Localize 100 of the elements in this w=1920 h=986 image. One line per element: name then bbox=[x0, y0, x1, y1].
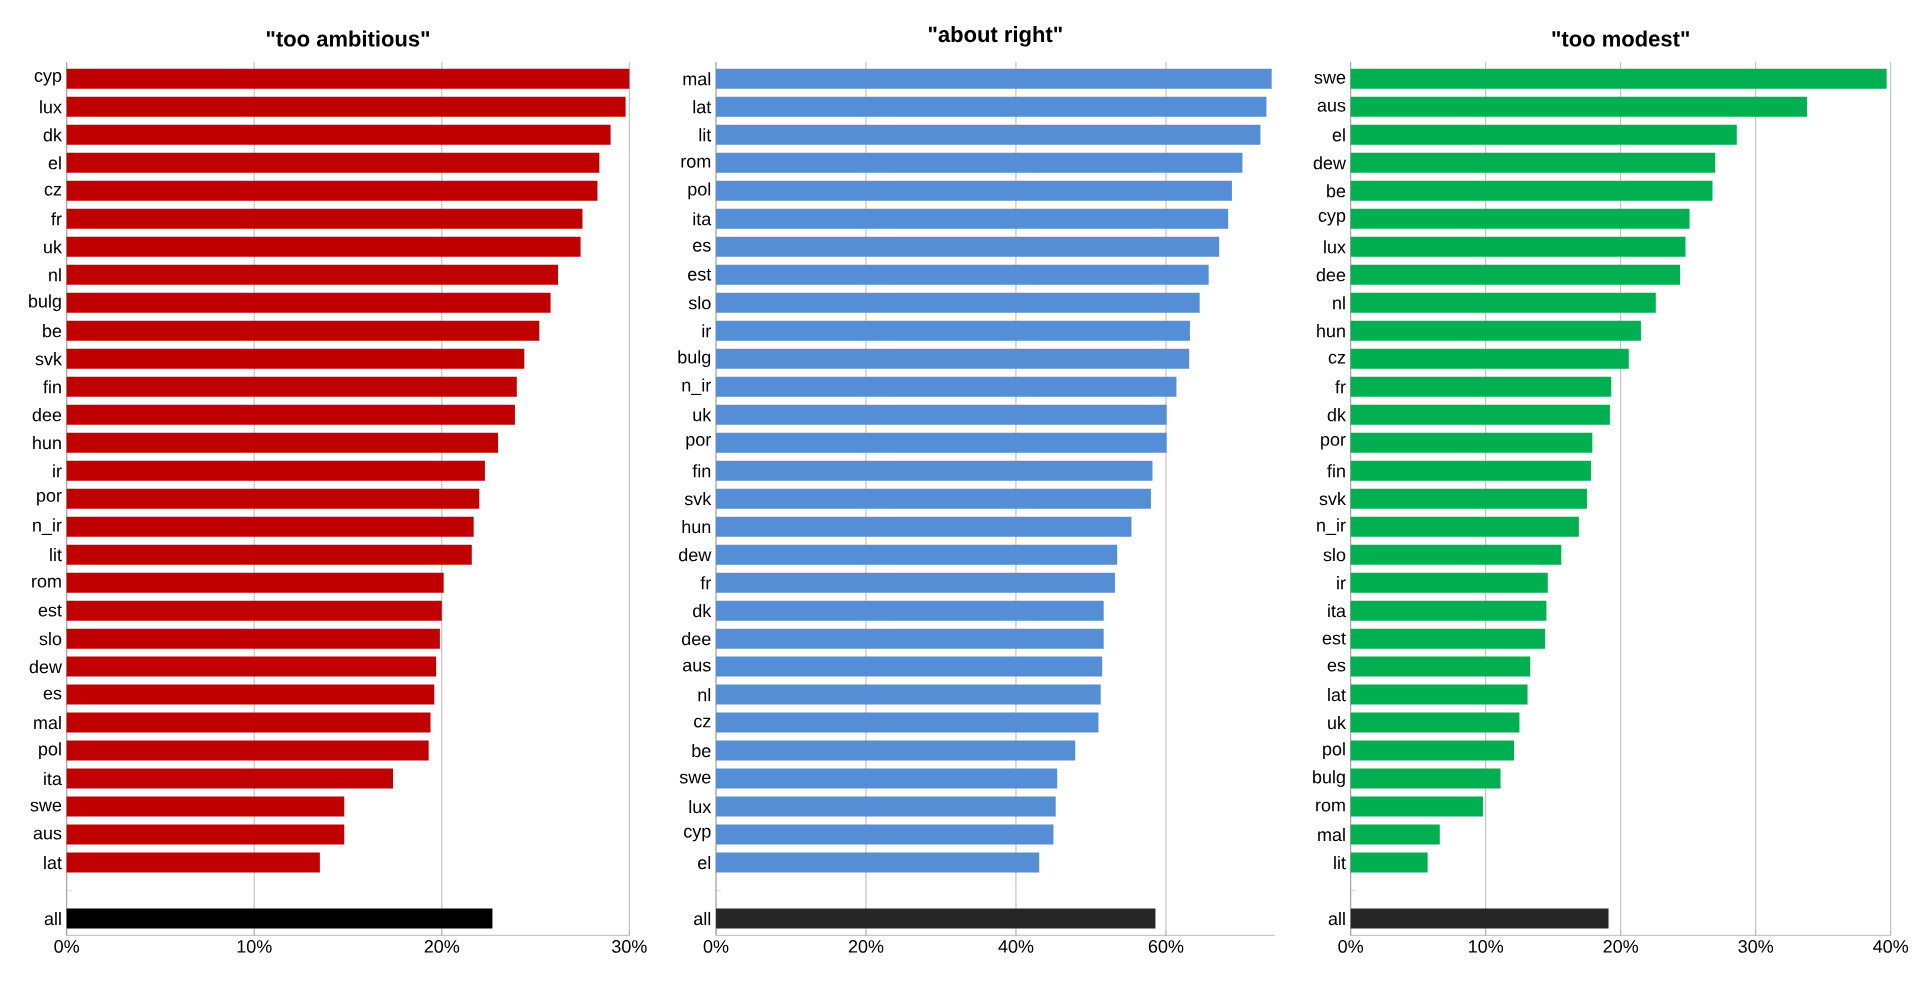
bar bbox=[1350, 628, 1546, 649]
bar bbox=[66, 712, 431, 733]
y-tick-label: all bbox=[1328, 911, 1345, 926]
x-tick-label: 30% bbox=[1738, 940, 1774, 953]
bar bbox=[66, 236, 581, 257]
y-tick-label: mal bbox=[683, 72, 711, 86]
bar bbox=[66, 292, 551, 313]
y-tick-label: bulg bbox=[678, 350, 711, 368]
y-tick-label: rom bbox=[1316, 801, 1345, 812]
y-tick-label: nl bbox=[698, 688, 711, 702]
bar bbox=[66, 124, 611, 145]
y-tick-label: ir bbox=[1337, 576, 1346, 590]
x-tick-label: 60% bbox=[1148, 940, 1184, 953]
y-tick-label: ir bbox=[53, 464, 62, 478]
bar bbox=[1350, 908, 1609, 929]
bar bbox=[66, 460, 485, 481]
y-tick-label: swe bbox=[679, 773, 711, 784]
bar bbox=[716, 124, 1261, 145]
bar bbox=[66, 68, 630, 89]
y-tick-label: cz bbox=[44, 185, 62, 196]
bar bbox=[66, 852, 320, 873]
bar bbox=[66, 152, 600, 173]
bar bbox=[1350, 264, 1681, 285]
bar bbox=[66, 376, 517, 397]
y-tick-label: slo bbox=[39, 632, 62, 646]
y-tick-label: es bbox=[43, 689, 62, 700]
bar bbox=[1350, 68, 1887, 89]
y-tick-label: lit bbox=[50, 548, 62, 562]
y-tick-label: ita bbox=[44, 771, 62, 786]
y-tick-label: bulg bbox=[1313, 770, 1345, 787]
y-tick-label: dk bbox=[1327, 408, 1346, 422]
y-tick-label: rom bbox=[681, 157, 711, 168]
bar bbox=[66, 908, 493, 929]
y-tick-label: est bbox=[1322, 632, 1346, 645]
bar bbox=[716, 656, 1103, 677]
bar bbox=[716, 600, 1104, 621]
bar bbox=[716, 628, 1104, 649]
y-tick-label: pol bbox=[688, 182, 711, 200]
y-tick-label: svk bbox=[1319, 492, 1347, 506]
y-tick-label: be bbox=[43, 324, 62, 338]
bar bbox=[716, 208, 1229, 229]
bar bbox=[1350, 656, 1531, 677]
y-tick-label: slo bbox=[688, 296, 711, 310]
bar bbox=[1350, 488, 1587, 509]
y-tick-label: fr bbox=[700, 576, 711, 590]
bar bbox=[66, 320, 540, 341]
y-tick-label: cyp bbox=[34, 72, 62, 86]
bar bbox=[716, 292, 1200, 313]
bar bbox=[716, 684, 1101, 705]
y-tick-label: por bbox=[37, 491, 62, 506]
bar bbox=[1350, 236, 1686, 257]
y-tick-label: aus bbox=[1317, 101, 1346, 112]
y-tick-label: lat bbox=[44, 855, 62, 870]
bar bbox=[1350, 824, 1440, 845]
bar bbox=[66, 432, 499, 453]
bar bbox=[1350, 208, 1690, 229]
bar bbox=[1350, 432, 1593, 453]
bar bbox=[1350, 124, 1737, 145]
y-tick-label: cyp bbox=[684, 827, 711, 842]
x-tick-label: 10% bbox=[237, 940, 272, 953]
bar bbox=[716, 404, 1167, 425]
bar bbox=[66, 796, 345, 817]
x-tick-label: 20% bbox=[848, 940, 884, 953]
y-tick-label: dk bbox=[693, 604, 712, 618]
y-tick-label: lux bbox=[689, 799, 712, 814]
y-tick-label: es bbox=[693, 241, 711, 252]
bar bbox=[1350, 852, 1428, 873]
x-tick-label: 0% bbox=[703, 940, 729, 953]
x-tick-label: 40% bbox=[998, 940, 1034, 953]
y-tick-label: mal bbox=[1318, 827, 1345, 842]
bar bbox=[1350, 320, 1641, 341]
bar bbox=[1350, 600, 1547, 621]
bar bbox=[1350, 96, 1807, 117]
bar bbox=[66, 348, 525, 369]
y-tick-label: cyp bbox=[1318, 212, 1346, 226]
bar bbox=[1350, 712, 1520, 733]
bar bbox=[1350, 572, 1548, 593]
bar bbox=[1350, 180, 1713, 201]
y-tick-label: aus bbox=[33, 829, 62, 840]
y-tick-label: por bbox=[1321, 435, 1346, 450]
bar bbox=[716, 516, 1132, 537]
y-tick-label: hun bbox=[33, 436, 61, 450]
y-tick-label: ita bbox=[693, 212, 712, 226]
y-tick-label: dee bbox=[1316, 268, 1346, 282]
y-tick-label: lat bbox=[693, 100, 712, 114]
bar bbox=[716, 572, 1115, 593]
y-tick-label: dee bbox=[32, 408, 62, 422]
bar bbox=[716, 236, 1220, 257]
y-tick-label: hun bbox=[682, 520, 711, 534]
y-tick-label: hun bbox=[1317, 324, 1345, 338]
y-tick-label: uk bbox=[44, 240, 62, 254]
y-tick-label: n_ir bbox=[682, 378, 711, 396]
y-tick-label: fin bbox=[1327, 464, 1345, 478]
bar bbox=[1350, 516, 1579, 537]
y-tick-label: fr bbox=[1335, 380, 1346, 394]
y-tick-label: be bbox=[692, 743, 711, 758]
bar bbox=[66, 684, 435, 705]
y-tick-label: n_ir bbox=[1317, 518, 1346, 535]
bar bbox=[1350, 684, 1528, 705]
bar bbox=[716, 740, 1076, 761]
